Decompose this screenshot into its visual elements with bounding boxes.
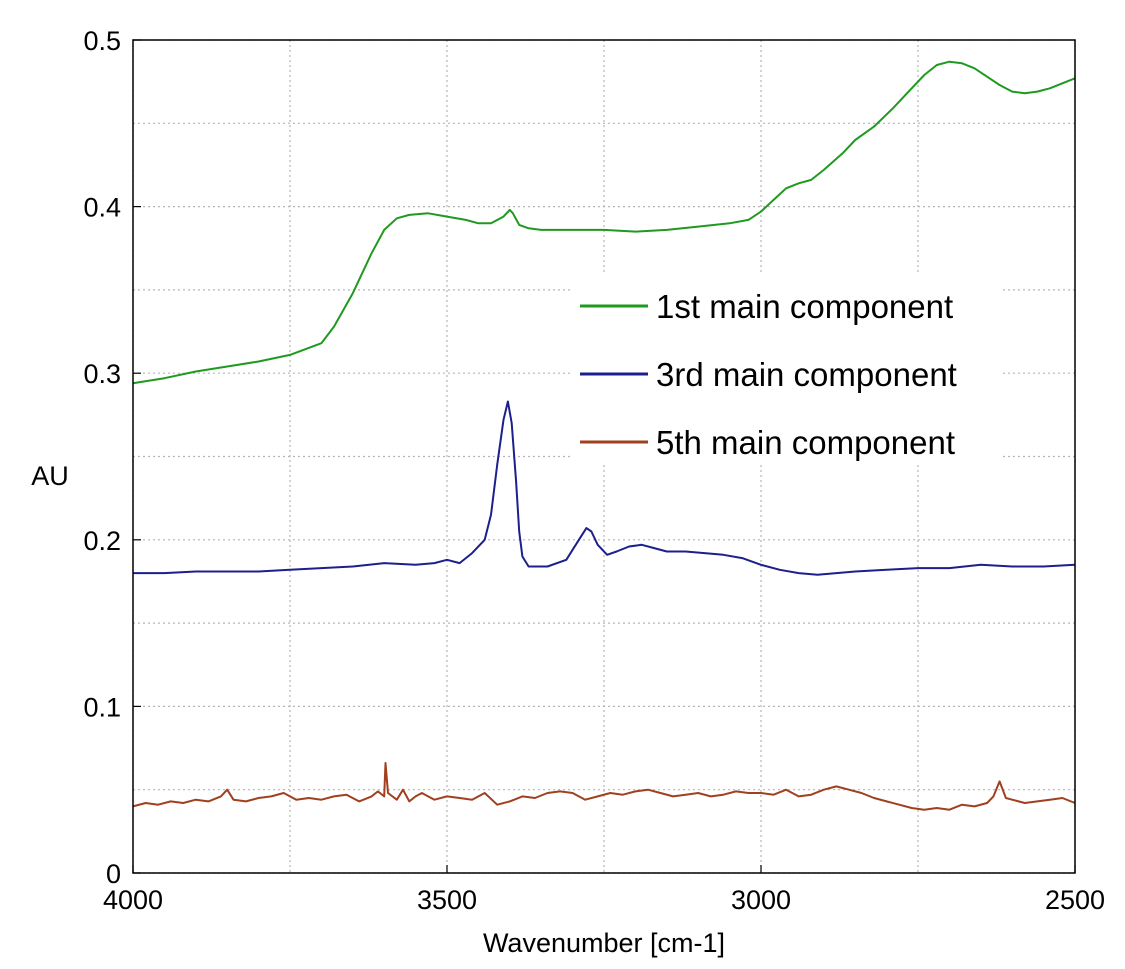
- axis-ticks: [132, 39, 1076, 874]
- legend-background: [572, 272, 1000, 462]
- legend-label: 3rd main component: [656, 356, 957, 393]
- y-tick-label: 0.2: [83, 526, 121, 556]
- x-tick-label: 3000: [731, 885, 791, 915]
- series-line-1st-main-component: [132, 60, 1076, 385]
- series-line-3rd-main-component: [133, 400, 1076, 576]
- y-tick-label: 0: [106, 859, 121, 889]
- legend: 1st main component 3rd main component 5th …: [572, 272, 1000, 462]
- plot-frame: [132, 39, 1076, 874]
- y-axis-title: AU: [31, 461, 69, 491]
- tick-labels: 4000 3500 3000 2500 0 0.1 0.2 0.3 0.4 0.5: [83, 26, 1105, 915]
- legend-label: 5th main component: [656, 424, 955, 461]
- y-tick-label: 0.4: [83, 193, 121, 223]
- y-tick-label: 0.5: [83, 26, 121, 56]
- x-tick-label: 3500: [417, 885, 477, 915]
- series-lines: [132, 60, 1076, 811]
- y-tick-label: 0.3: [83, 359, 121, 389]
- series-line-5th-main-component: [132, 762, 1076, 811]
- y-tick-label: 0.1: [83, 692, 121, 722]
- x-tick-label: 4000: [103, 885, 163, 915]
- legend-label: 1st main component: [656, 288, 953, 325]
- x-tick-label: 2500: [1045, 885, 1105, 915]
- x-axis-title: Wavenumber [cm-1]: [483, 928, 725, 958]
